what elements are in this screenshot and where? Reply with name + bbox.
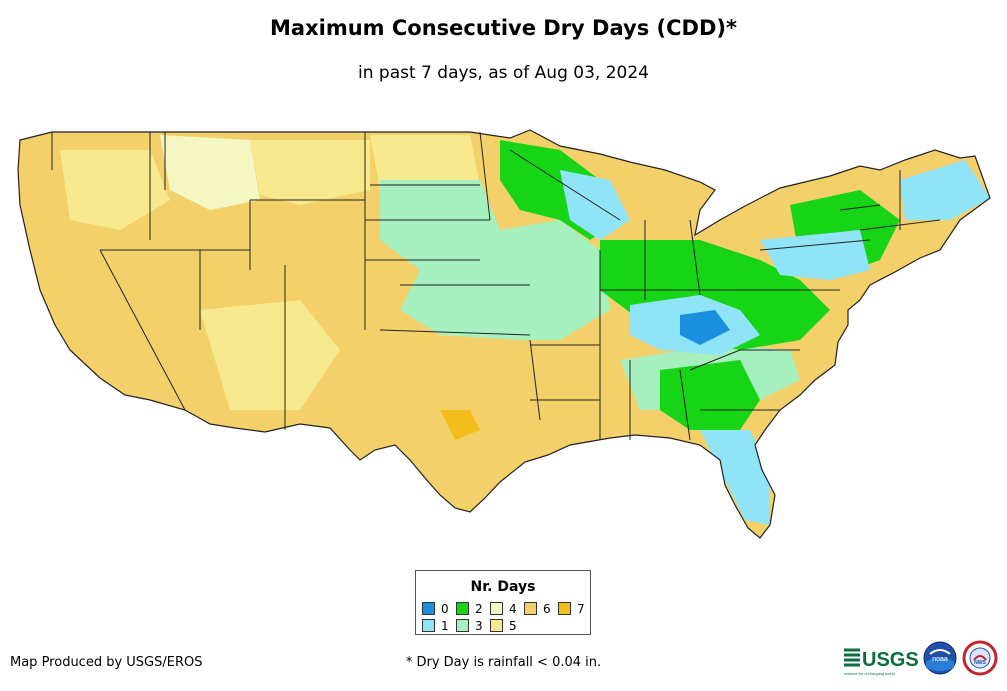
map-credit: Map Produced by USGS/EROS [10, 655, 203, 670]
map-title: Maximum Consecutive Dry Days (CDD)* [270, 16, 737, 40]
usgs-logo: USGS science for a changing world [844, 648, 919, 676]
legend-swatch-4 [490, 602, 503, 615]
zone-2-south [660, 360, 760, 430]
legend: Nr. Days 0 1 2 3 4 5 6 7 [415, 570, 591, 635]
zone-5-ndakota [370, 135, 480, 190]
legend-swatch-0 [422, 602, 435, 615]
zone-1-florida [700, 430, 770, 525]
cdd-map [17, 129, 991, 539]
agency-logos: USGS science for a changing world noaa N… [844, 640, 998, 676]
legend-item-4: 4 [490, 602, 517, 616]
legend-item-2: 2 [456, 602, 483, 616]
zone-5-montana [250, 140, 370, 205]
legend-label-5: 5 [509, 619, 517, 633]
noaa-logo: noaa [923, 641, 957, 675]
dry-day-footnote: * Dry Day is rainfall < 0.04 in. [405, 655, 602, 670]
legend-item-6: 6 [524, 602, 551, 616]
legend-title: Nr. Days [470, 579, 536, 595]
zone-4-idaho [160, 135, 260, 210]
legend-swatch-5 [490, 619, 503, 632]
usgs-logo-tagline: science for a changing world [844, 671, 895, 676]
zone-5-southwest [200, 300, 340, 410]
legend-label-4: 4 [509, 602, 517, 616]
usgs-logo-text: USGS [862, 649, 919, 671]
legend-item-5: 5 [490, 619, 517, 633]
legend-label-2: 2 [475, 602, 483, 616]
nws-logo-text: NWS [974, 660, 986, 666]
legend-item-0: 0 [422, 602, 449, 616]
map-subtitle: in past 7 days, as of Aug 03, 2024 [358, 63, 649, 83]
zone-7-texas [440, 410, 480, 440]
legend-swatch-6 [524, 602, 537, 615]
legend-swatch-7 [558, 602, 571, 615]
nws-logo: NWS [962, 640, 998, 676]
legend-label-0: 0 [441, 602, 449, 616]
zone-1-wisconsin [560, 170, 630, 240]
legend-label-6: 6 [543, 602, 551, 616]
state-boundaries [51, 131, 941, 441]
legend-swatch-1 [422, 619, 435, 632]
zone-1-maine [900, 160, 990, 220]
legend-item-3: 3 [456, 619, 483, 633]
zone-0-tennessee [680, 310, 730, 345]
legend-swatch-3 [456, 619, 469, 632]
legend-label-3: 3 [475, 619, 483, 633]
legend-item-7: 7 [558, 602, 585, 616]
legend-label-7: 7 [577, 602, 585, 616]
noaa-logo-text: noaa [932, 656, 948, 663]
zone-5-west [60, 150, 170, 230]
cdd-pattern [60, 135, 990, 525]
legend-item-1: 1 [422, 619, 449, 633]
legend-label-1: 1 [441, 619, 449, 633]
legend-swatch-2 [456, 602, 469, 615]
